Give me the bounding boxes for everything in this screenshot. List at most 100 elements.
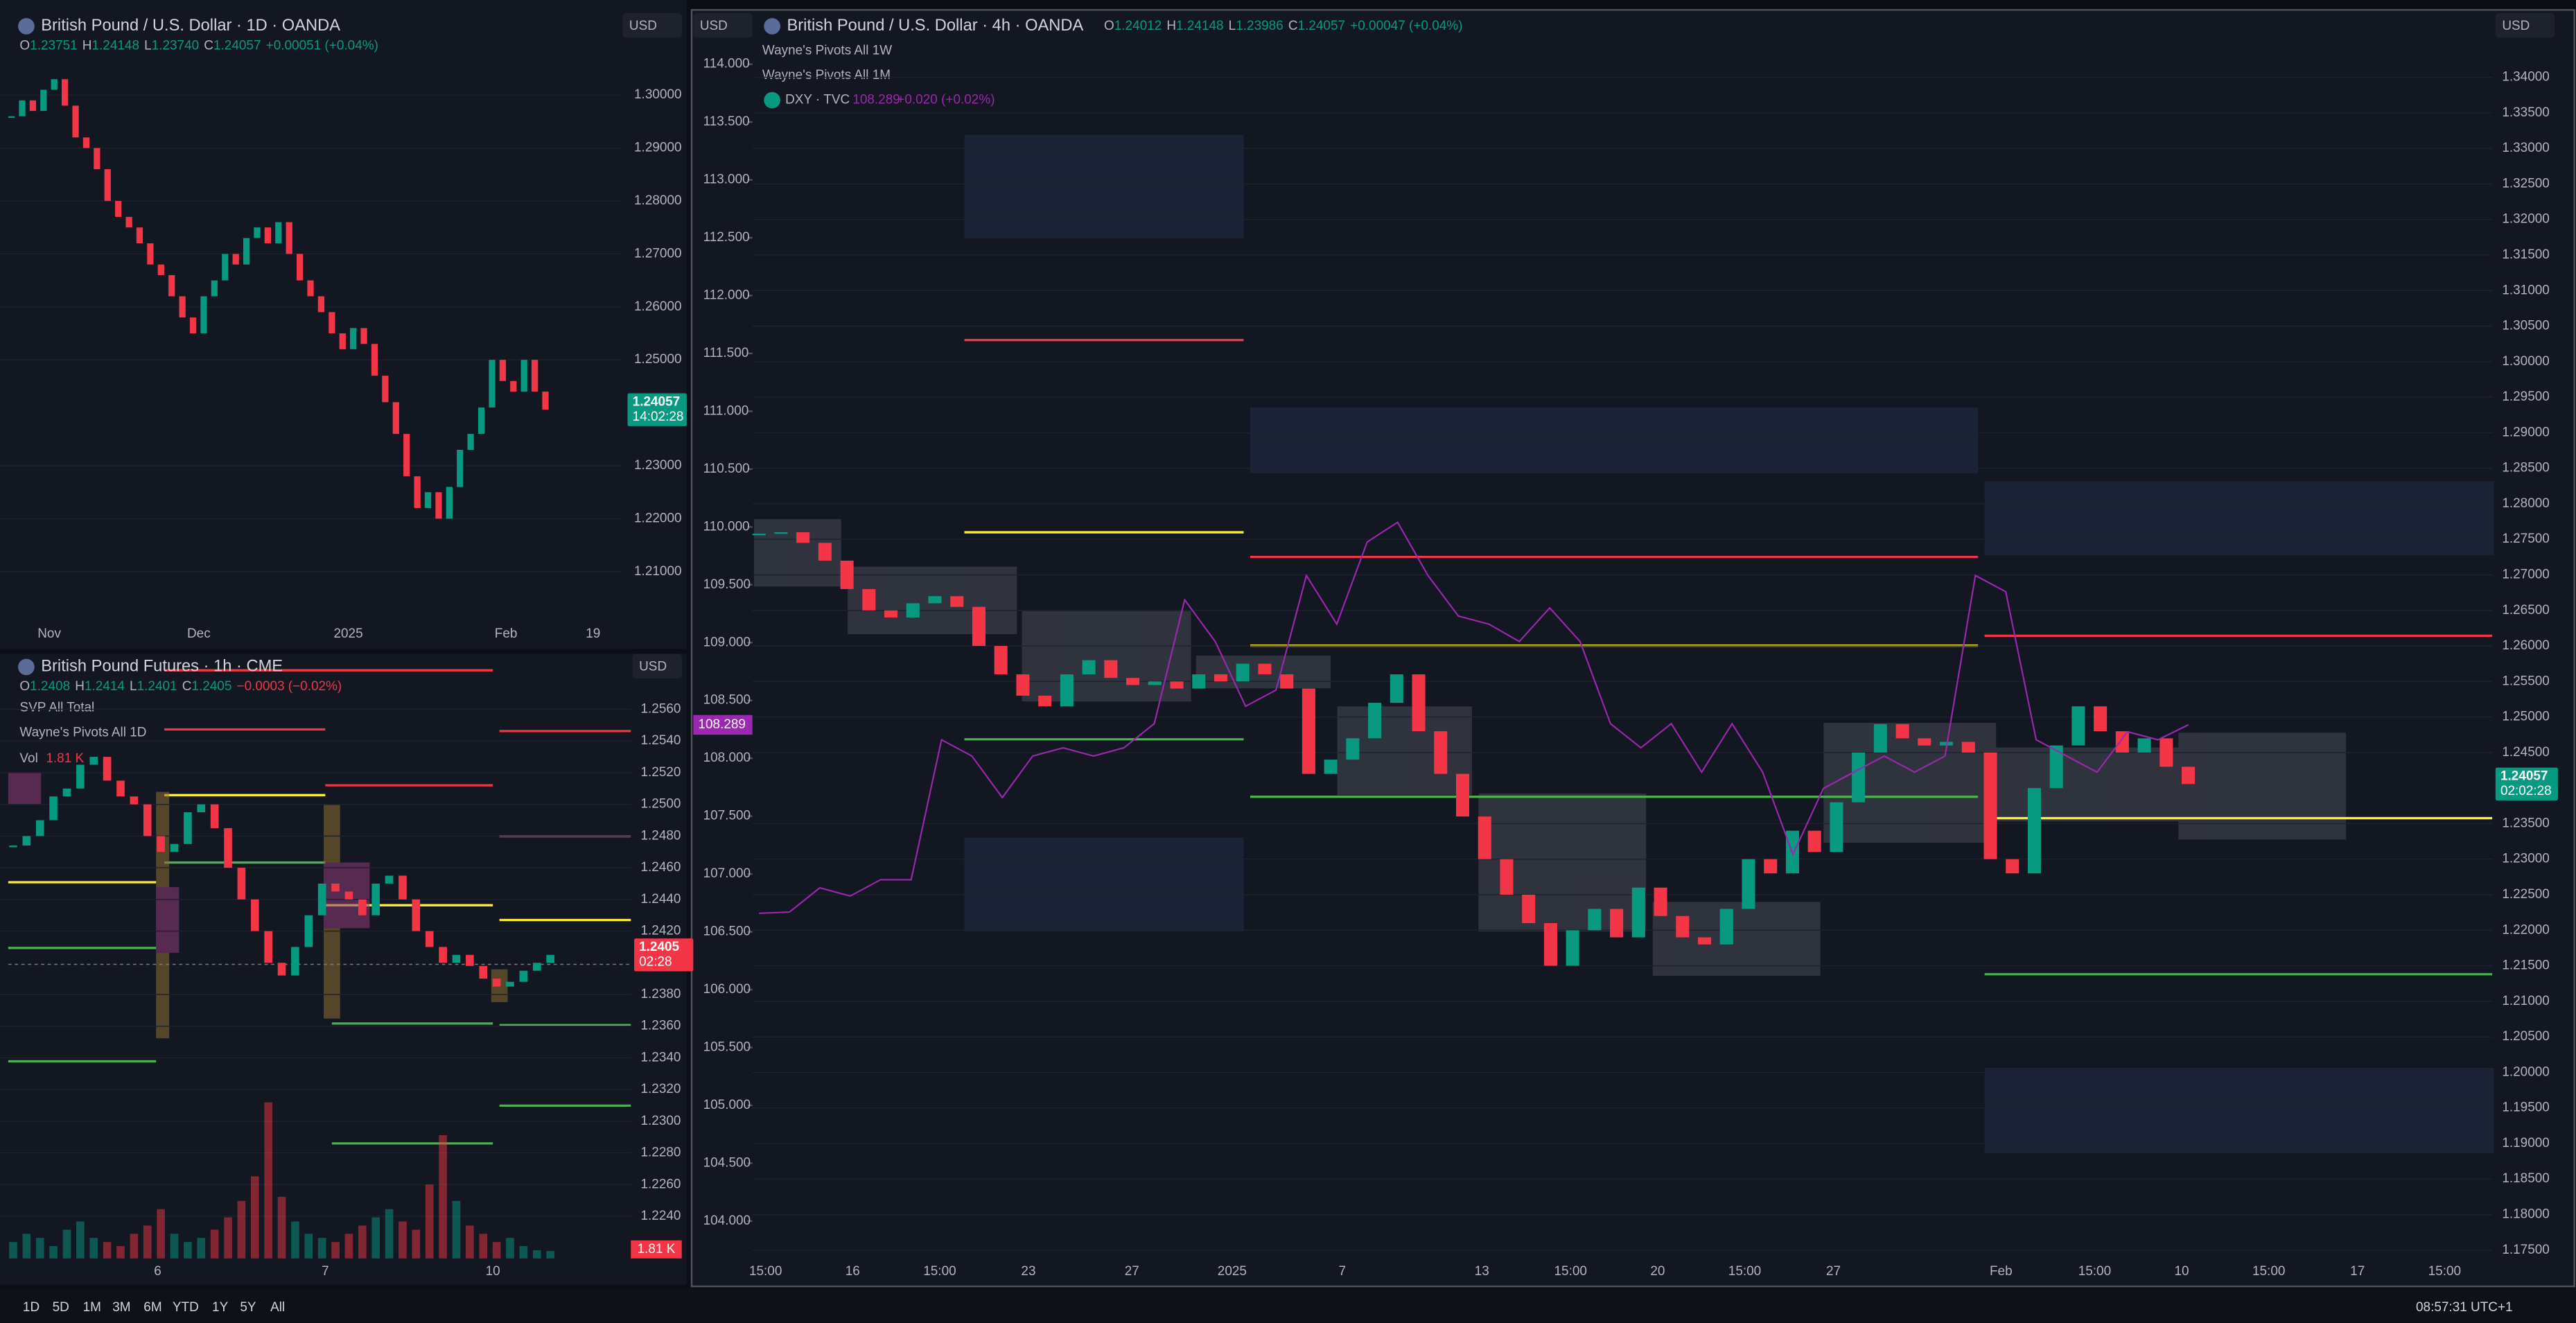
candle bbox=[403, 434, 410, 477]
candle bbox=[19, 100, 26, 116]
candle bbox=[1719, 909, 1733, 945]
candle bbox=[157, 836, 165, 852]
candle bbox=[1698, 937, 1712, 945]
currency-button[interactable] bbox=[693, 12, 753, 38]
y-tick-label: 1.24500 bbox=[2502, 745, 2550, 760]
volume-bar bbox=[103, 1242, 112, 1259]
candle bbox=[360, 328, 367, 344]
candle bbox=[1918, 738, 1931, 746]
panel-1h bbox=[0, 654, 687, 1285]
x-tick-label: Feb bbox=[1990, 1264, 2013, 1279]
volume-bar bbox=[385, 1209, 394, 1259]
candle bbox=[29, 100, 37, 112]
volume-bar bbox=[130, 1234, 139, 1259]
candle bbox=[398, 875, 407, 900]
indicator-label: Wayne's Pivots All 1M bbox=[762, 68, 891, 82]
y-tick-label: 1.25000 bbox=[2502, 710, 2550, 724]
volume-bar bbox=[371, 1217, 380, 1259]
candle bbox=[1478, 816, 1491, 859]
candle bbox=[774, 532, 788, 534]
candle bbox=[211, 280, 218, 297]
volume-bar bbox=[116, 1246, 125, 1259]
currency[interactable]: USD bbox=[629, 19, 657, 33]
candle bbox=[479, 965, 488, 979]
volume-bar bbox=[184, 1242, 192, 1259]
volume-bar bbox=[35, 1238, 44, 1259]
svp-box bbox=[1652, 902, 1821, 976]
y2-tick-label: 106.500 bbox=[703, 925, 751, 939]
volume-badge-text: 1.81 K bbox=[638, 1242, 676, 1256]
y-tick-label: 1.23000 bbox=[634, 458, 682, 473]
range-button[interactable]: YTD bbox=[173, 1300, 199, 1315]
y-tick-label: 1.2540 bbox=[641, 733, 681, 748]
candle bbox=[264, 227, 272, 244]
panel-title: British Pound / U.S. Dollar · 1D · OANDA bbox=[41, 17, 340, 35]
x-tick-label: 27 bbox=[1826, 1264, 1841, 1279]
range-button[interactable]: 6M bbox=[143, 1300, 161, 1315]
candle bbox=[254, 227, 261, 238]
currency[interactable]: USD bbox=[2502, 19, 2530, 33]
candle bbox=[519, 970, 528, 982]
y-tick-label: 1.33500 bbox=[2502, 105, 2550, 120]
ohlc: O1.23751 H1.24148 L1.23740 C1.24057 +0.00051… bbox=[19, 38, 378, 53]
candle bbox=[291, 947, 299, 976]
x-tick-label: 15:00 bbox=[1728, 1264, 1761, 1279]
candle bbox=[358, 899, 367, 915]
volume-bar bbox=[412, 1229, 421, 1259]
dxy-change: +0.020 (+0.02%) bbox=[897, 93, 995, 107]
candle bbox=[297, 254, 304, 281]
currency[interactable]: USD bbox=[639, 659, 667, 674]
range-button[interactable]: 1Y bbox=[212, 1300, 229, 1315]
y2-tick-label: 111.500 bbox=[703, 346, 749, 360]
candle bbox=[76, 764, 85, 789]
price-badge bbox=[634, 938, 694, 972]
currency-button[interactable] bbox=[2495, 12, 2555, 38]
ohlc-part: 1.2408 bbox=[30, 679, 70, 694]
candle bbox=[371, 344, 378, 376]
currency-button[interactable] bbox=[632, 654, 682, 679]
candle bbox=[1654, 887, 1667, 916]
range-button[interactable]: 5Y bbox=[240, 1300, 256, 1315]
volume-bar bbox=[143, 1225, 152, 1259]
range-button[interactable]: 1D bbox=[23, 1300, 40, 1315]
range-button[interactable]: 3M bbox=[112, 1300, 130, 1315]
ohlc-part: O bbox=[1104, 19, 1114, 33]
y-tick-label: 1.33000 bbox=[2502, 141, 2550, 155]
range-button[interactable]: 1M bbox=[83, 1300, 101, 1315]
currency[interactable]: USD bbox=[700, 19, 728, 33]
candle bbox=[125, 216, 132, 228]
volume-bar bbox=[237, 1200, 246, 1259]
x-tick-label: Feb bbox=[495, 627, 518, 641]
candle bbox=[1895, 724, 1909, 739]
svp-box bbox=[1022, 611, 1191, 702]
candle bbox=[542, 392, 549, 410]
dxy-badge-text: 108.289 bbox=[698, 717, 746, 732]
range-button[interactable]: All bbox=[270, 1300, 285, 1315]
volume-bar bbox=[466, 1225, 474, 1259]
candle bbox=[1368, 703, 1382, 739]
countdown: 02:02:28 bbox=[2500, 784, 2552, 798]
candle bbox=[1588, 909, 1602, 931]
y-tick-label: 1.29000 bbox=[2502, 425, 2550, 439]
candle bbox=[197, 804, 206, 813]
candle bbox=[435, 492, 442, 519]
currency-button[interactable] bbox=[622, 12, 682, 38]
x-tick-label: 10 bbox=[486, 1264, 500, 1279]
candle bbox=[371, 883, 380, 915]
ohlc-part: 1.2401 bbox=[137, 679, 177, 694]
candle bbox=[531, 360, 538, 392]
y2-tick-label: 105.500 bbox=[703, 1040, 751, 1055]
symbol-icon bbox=[18, 658, 35, 676]
candle bbox=[2094, 706, 2108, 732]
y-tick-label: 1.26000 bbox=[2502, 638, 2550, 653]
y-tick-label: 1.2560 bbox=[641, 702, 681, 717]
range-button[interactable]: 5D bbox=[53, 1300, 69, 1315]
y-tick-label: 1.30500 bbox=[2502, 319, 2550, 333]
x-tick-label: 15:00 bbox=[749, 1264, 782, 1279]
ohlc: O1.24012 H1.24148 L1.23986 C1.24057 +0.00047… bbox=[1104, 19, 1462, 33]
y2-tick-label: 106.000 bbox=[703, 982, 751, 997]
y2-tick-label: 111.000 bbox=[703, 403, 749, 418]
dxy-quote: 108.289 bbox=[852, 93, 900, 107]
candle bbox=[200, 296, 207, 333]
dxy-line bbox=[759, 521, 2189, 914]
